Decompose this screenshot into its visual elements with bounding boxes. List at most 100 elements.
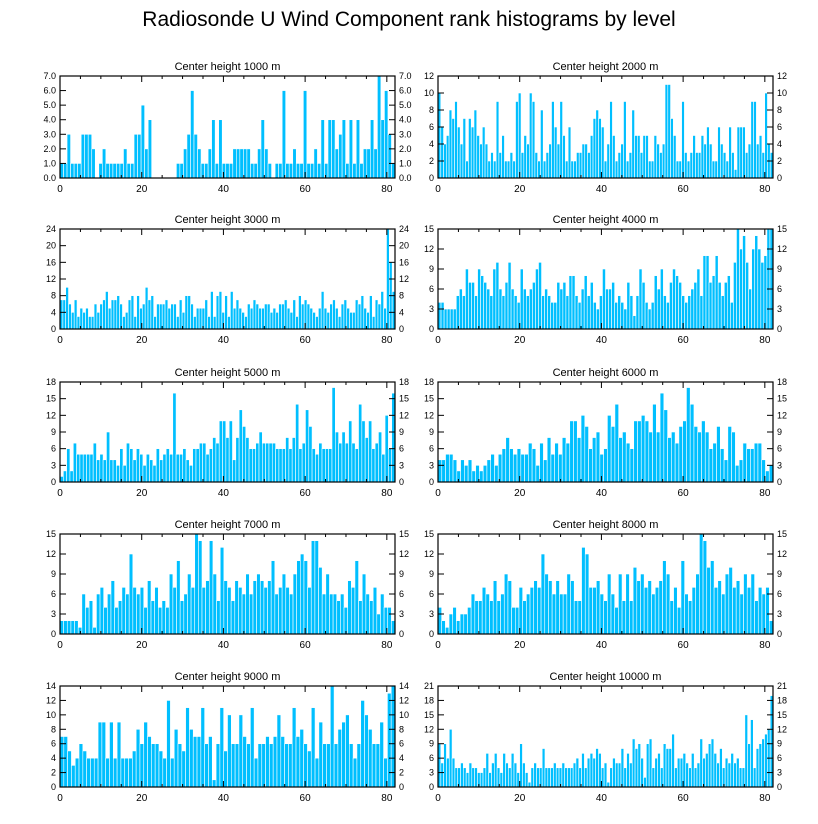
histogram-bar [352,312,356,330]
histogram-bar [274,163,279,179]
histogram-bar [509,152,514,179]
histogram-bar [82,750,87,788]
histogram-bar [634,135,638,179]
histogram-bar [215,295,220,330]
histogram-bar [629,600,634,635]
histogram-bar [504,160,508,179]
y-tick-label-right: 15 [399,529,409,539]
histogram-bar [724,573,730,635]
histogram-bar [676,607,682,635]
histogram-bar [713,587,719,635]
histogram-bar [545,152,550,179]
y-tick-label: 18 [424,377,434,387]
histogram-bar [747,743,751,788]
histogram-bar [322,743,327,788]
histogram-bar [173,303,177,330]
histogram-bar [727,426,732,483]
y-tick-label: 9 [429,427,434,437]
chart-panel-10: Center height 10000 m0 20 40 60 800 03 36 69 912… [424,671,787,804]
histogram-bar [378,431,383,483]
y-tick-label: 15 [424,224,434,234]
histogram-bar [303,90,308,179]
histogram-bar [172,587,177,635]
histogram-bar [190,303,194,330]
histogram-bar [575,757,580,788]
y-tick-label-right: 15 [777,224,787,234]
histogram-bar [93,757,99,788]
histogram-bar [535,465,540,483]
y-tick-label: 4 [51,307,56,317]
y-tick-label: 6 [429,284,434,294]
histogram-bar [746,587,752,635]
histogram-bar [355,119,361,179]
histogram-bar [742,126,746,179]
histogram-bar [189,728,194,788]
histogram-bar [71,312,75,330]
histogram-bar [640,415,646,483]
histogram-bar [505,762,509,788]
histogram-bar [299,728,304,788]
histogram-bar [697,431,702,483]
histogram-bar [665,748,670,788]
histogram-bar [716,426,721,483]
histogram-bar [354,560,359,635]
chart-panel-5: Center height 5000 m0 20 40 60 800 03 36 69 912 1… [46,367,409,499]
x-tick-label: 20 [514,184,526,195]
histogram-bar [260,119,265,179]
histogram-bar [306,163,311,179]
histogram-bar [556,143,561,179]
histogram-bar [278,303,282,330]
histogram-bar [267,580,272,635]
y-tick-label-right: 6 [399,589,404,599]
y-tick-label: 0 [429,324,434,334]
histogram-bar [440,126,444,179]
histogram-bar [158,750,164,788]
x-tick-label: 20 [514,488,526,499]
histogram-bar [581,547,586,635]
histogram-bar [132,587,137,635]
y-tick-label: 10 [46,710,56,720]
histogram-bar [510,288,515,330]
y-tick-label: 12 [424,71,434,81]
y-tick-label: 12 [424,244,434,254]
histogram-bar [610,426,616,483]
histogram-bar [283,299,288,330]
y-tick-label-right: 6 [777,284,782,294]
histogram-bar [739,126,743,179]
histogram-bar [460,459,465,483]
histogram-bar [327,119,332,179]
histogram-bar [139,743,145,788]
histogram-bar [722,152,727,179]
histogram-bar [529,92,533,179]
histogram-bar [112,757,118,788]
histogram-bar [257,148,262,179]
histogram-bar [534,152,538,179]
histogram-bar [725,160,730,179]
histogram-bar [544,573,549,635]
histogram-bar [195,307,200,330]
histogram-bar [476,135,480,179]
histogram-bar [610,593,616,635]
histogram-bar [340,303,345,330]
histogram-bar [664,84,669,179]
histogram-bar [495,101,500,179]
x-tick-label: 60 [300,488,312,499]
histogram-bar [714,255,719,330]
histogram-bar [368,728,373,788]
x-tick-label: 40 [218,335,230,346]
histogram-bar [492,268,497,330]
histogram-bar [553,762,557,788]
histogram-bar [640,757,644,788]
histogram-bar [484,143,489,179]
x-tick-label: 80 [381,640,393,651]
histogram-bar [172,392,177,483]
histogram-bar [706,567,711,635]
histogram-bar [761,152,765,179]
histogram-bar [145,453,150,483]
histogram-bar [298,448,303,483]
histogram-bar [332,299,336,330]
histogram-bar [713,753,717,788]
histogram-bar [471,470,476,483]
histogram-bar [543,459,548,483]
histogram-bar [527,781,532,788]
